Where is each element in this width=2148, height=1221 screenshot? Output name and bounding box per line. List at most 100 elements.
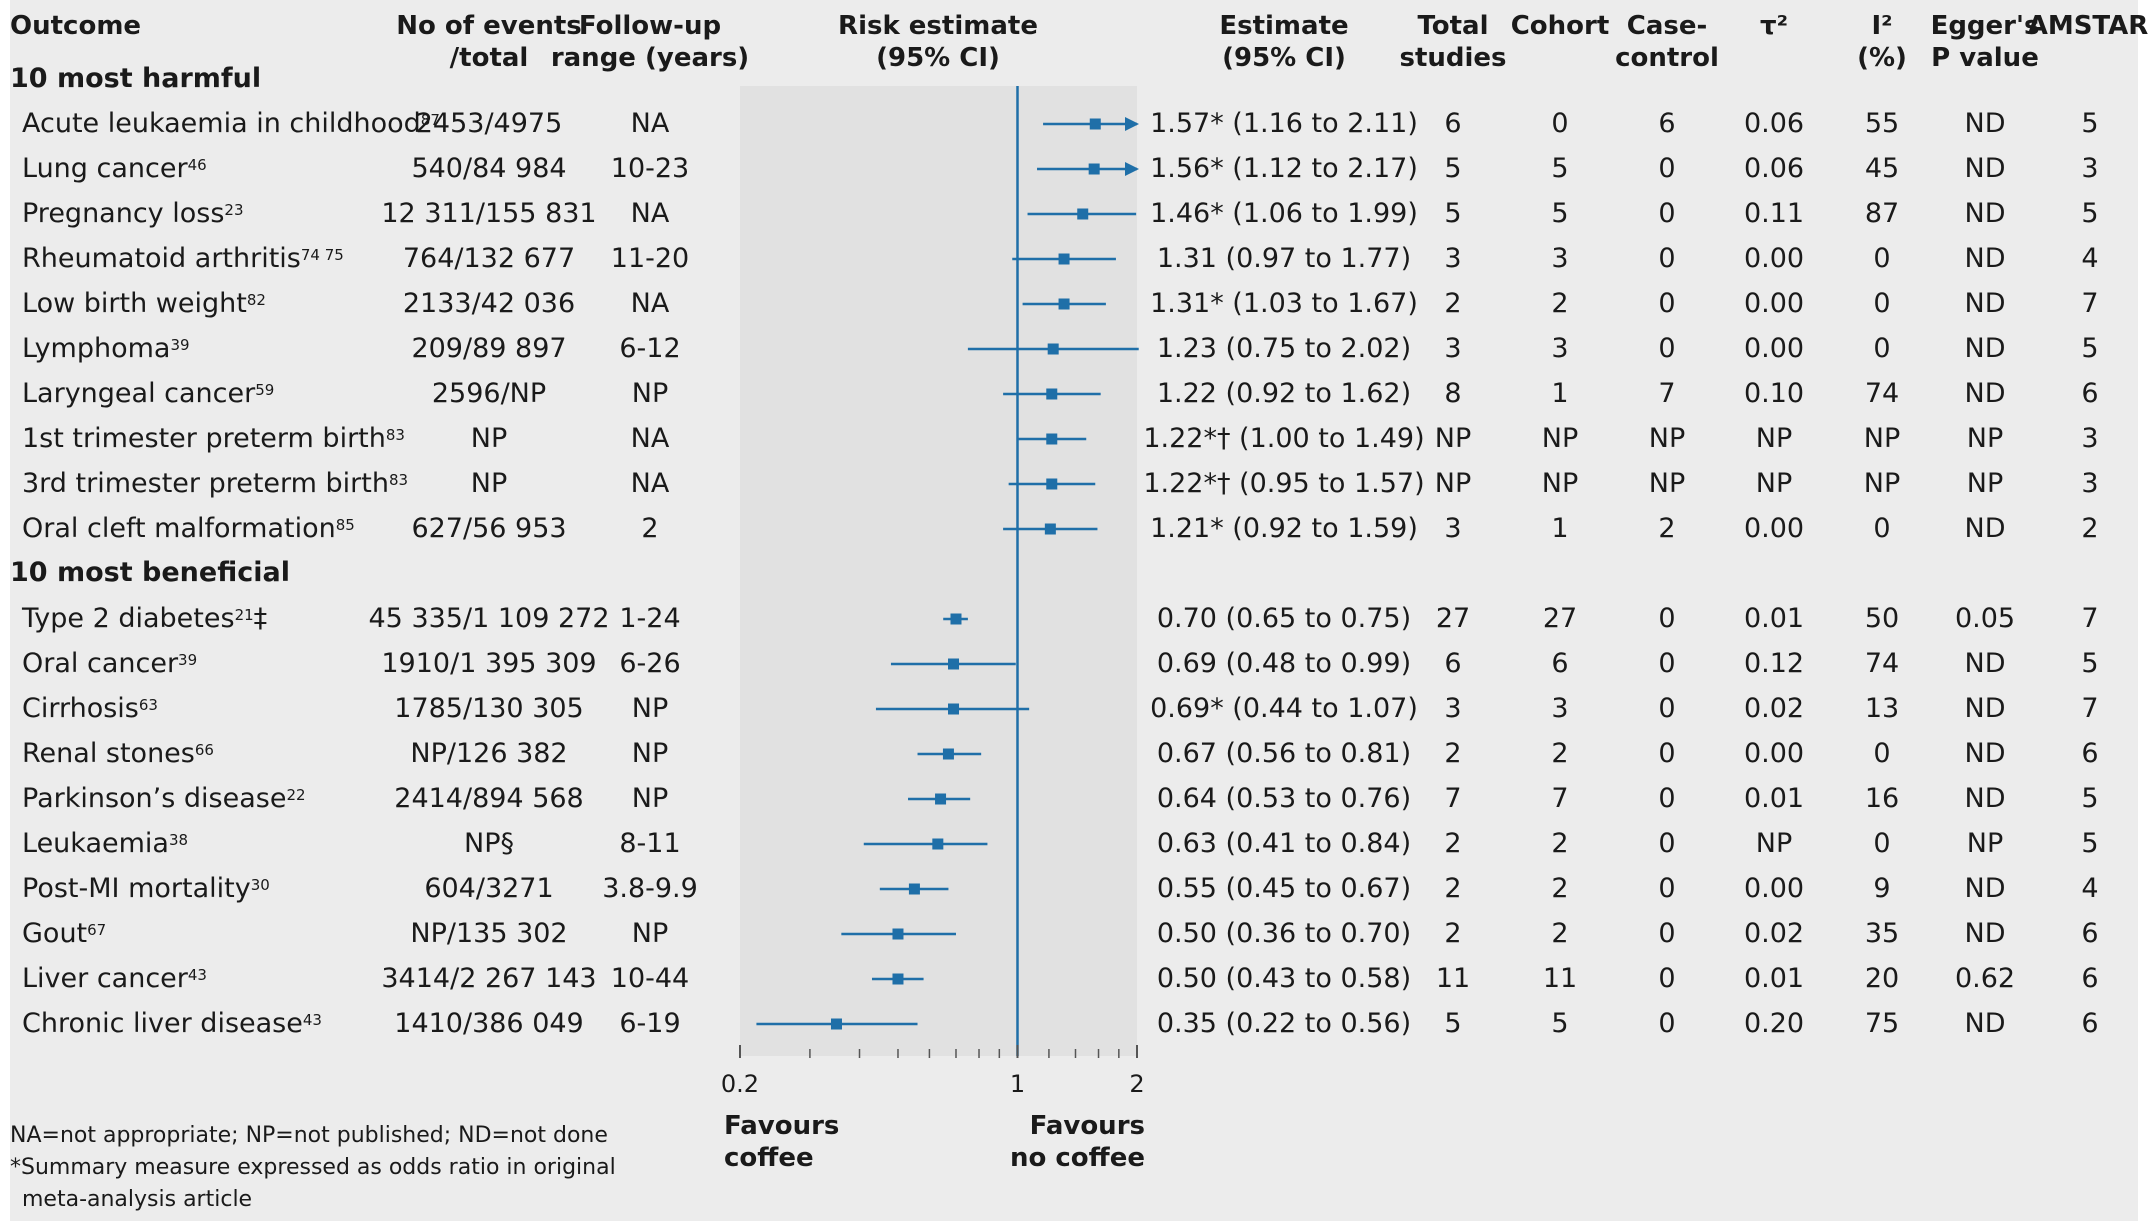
estimate-cell: 0.50 (0.43 to 0.58) xyxy=(1156,963,1412,994)
header-i2-line1: I² xyxy=(1871,11,1893,41)
section-harmful: 10 most harmful xyxy=(10,63,262,94)
egger-cell: ND xyxy=(1964,783,2006,814)
estimate-cell: 1.31* (1.03 to 1.67) xyxy=(1150,288,1418,319)
outcome-label: Oral cancer39 xyxy=(22,649,197,679)
header-followup-line2: range (years) xyxy=(550,43,750,73)
outcome-label: Lymphoma39 xyxy=(22,334,190,364)
casecontrol-cell: 0 xyxy=(1658,288,1676,319)
followup-cell: 6-12 xyxy=(619,333,681,364)
reference-superscript: 87 xyxy=(420,111,440,129)
events-cell: NP§ xyxy=(464,828,514,859)
i2-cell: 0 xyxy=(1873,243,1891,274)
estimate-cell: 0.63 (0.41 to 0.84) xyxy=(1156,828,1412,859)
events-cell: NP xyxy=(470,423,508,454)
footnote-odds-ratio: *Summary measure expressed as odds ratio… xyxy=(10,1155,616,1180)
header-total-line1: Total xyxy=(1417,11,1489,41)
amstar-cell: 3 xyxy=(2081,153,2099,184)
tau-cell: NP xyxy=(1755,468,1793,499)
amstar-cell: 7 xyxy=(2081,288,2099,319)
tau-cell: 0.00 xyxy=(1743,333,1805,364)
total-studies-cell: NP xyxy=(1434,423,1472,454)
tau-cell: 0.12 xyxy=(1743,648,1805,679)
followup-cell: NP xyxy=(631,918,669,949)
egger-cell: ND xyxy=(1964,918,2006,949)
tau-cell: 0.00 xyxy=(1743,288,1805,319)
reference-superscript: 74 75 xyxy=(300,246,344,264)
i2-cell: 0 xyxy=(1873,288,1891,319)
estimate-cell: 1.46* (1.06 to 1.99) xyxy=(1150,198,1418,229)
casecontrol-cell: 0 xyxy=(1658,828,1676,859)
tau-cell: 0.06 xyxy=(1743,153,1805,184)
outcome-name: Cirrhosis xyxy=(22,693,139,724)
casecontrol-cell: 0 xyxy=(1658,693,1676,724)
ci-arrowhead xyxy=(1125,117,1139,131)
outcome-label: Low birth weight82 xyxy=(22,289,266,319)
outcome-name: Acute leukaemia in childhood xyxy=(22,108,421,139)
i2-cell: 13 xyxy=(1864,693,1900,724)
header-outcome: Outcome xyxy=(10,11,142,41)
tau-cell: 0.06 xyxy=(1743,108,1805,139)
estimate-cell: 0.69 (0.48 to 0.99) xyxy=(1156,648,1412,679)
casecontrol-cell: 7 xyxy=(1658,378,1676,409)
egger-cell: ND xyxy=(1964,1008,2006,1039)
tau-cell: 0.02 xyxy=(1743,918,1805,949)
egger-cell: ND xyxy=(1964,108,2006,139)
i2-cell: 16 xyxy=(1864,783,1900,814)
events-cell: NP/135 302 xyxy=(410,918,568,949)
header-cohort: Cohort xyxy=(1510,11,1610,41)
header-casecontrol-line2: control xyxy=(1615,43,1719,73)
followup-cell: NA xyxy=(630,423,670,454)
followup-cell: 6-19 xyxy=(619,1008,681,1039)
i2-cell: 9 xyxy=(1873,873,1891,904)
point-estimate-marker xyxy=(1046,478,1058,490)
cohort-cell: 1 xyxy=(1551,378,1569,409)
tau-cell: 0.01 xyxy=(1743,963,1805,994)
outcome-name: 3rd trimester preterm birth xyxy=(22,468,389,499)
total-studies-cell: NP xyxy=(1434,468,1472,499)
followup-cell: NA xyxy=(630,468,670,499)
tau-cell: 0.00 xyxy=(1743,738,1805,769)
header-egger-line1: Egger's xyxy=(1930,11,2040,41)
outcome-suffix: ‡ xyxy=(253,603,268,634)
tau-cell: 0.10 xyxy=(1743,378,1805,409)
amstar-cell: 7 xyxy=(2081,693,2099,724)
total-studies-cell: 27 xyxy=(1435,603,1471,634)
outcome-name: Parkinson’s disease xyxy=(22,783,287,814)
amstar-cell: 3 xyxy=(2081,423,2099,454)
casecontrol-cell: 2 xyxy=(1658,513,1676,544)
reference-superscript: 46 xyxy=(187,156,207,174)
outcome-name: Type 2 diabetes xyxy=(22,603,235,634)
axis-tick-label: 1 xyxy=(1010,1070,1025,1098)
casecontrol-cell: 0 xyxy=(1658,153,1676,184)
amstar-cell: 5 xyxy=(2081,783,2099,814)
followup-cell: NA xyxy=(630,288,670,319)
reference-superscript: 21 xyxy=(234,606,254,624)
outcome-label: Type 2 diabetes21‡ xyxy=(22,604,267,634)
i2-cell: 45 xyxy=(1864,153,1900,184)
tau-cell: 0.02 xyxy=(1743,693,1805,724)
outcome-label: Liver cancer43 xyxy=(22,964,207,994)
outcome-name: Leukaemia xyxy=(22,828,169,859)
estimate-cell: 1.22*† (0.95 to 1.57) xyxy=(1143,468,1425,499)
amstar-cell: 6 xyxy=(2081,738,2099,769)
estimate-cell: 1.23 (0.75 to 2.02) xyxy=(1156,333,1412,364)
outcome-label: Renal stones66 xyxy=(22,739,214,769)
estimate-cell: 0.50 (0.36 to 0.70) xyxy=(1156,918,1412,949)
events-cell: 45 335/1 109 272 xyxy=(368,603,610,634)
cohort-cell: 27 xyxy=(1542,603,1578,634)
reference-superscript: 39 xyxy=(178,651,198,669)
egger-cell: ND xyxy=(1964,288,2006,319)
total-studies-cell: 5 xyxy=(1444,198,1462,229)
reference-superscript: 82 xyxy=(246,291,266,309)
point-estimate-marker xyxy=(1044,523,1056,535)
cohort-cell: 2 xyxy=(1551,918,1569,949)
point-estimate-marker xyxy=(1077,208,1089,220)
events-cell: NP/126 382 xyxy=(410,738,568,769)
footnote-abbreviations: NA=not appropriate; NP=not published; ND… xyxy=(10,1123,608,1148)
header-risk-line2: (95% CI) xyxy=(876,43,1000,73)
amstar-cell: 4 xyxy=(2081,873,2099,904)
point-estimate-marker xyxy=(932,838,944,850)
estimate-cell: 1.56* (1.12 to 2.17) xyxy=(1150,153,1418,184)
egger-cell: ND xyxy=(1964,243,2006,274)
amstar-cell: 4 xyxy=(2081,243,2099,274)
